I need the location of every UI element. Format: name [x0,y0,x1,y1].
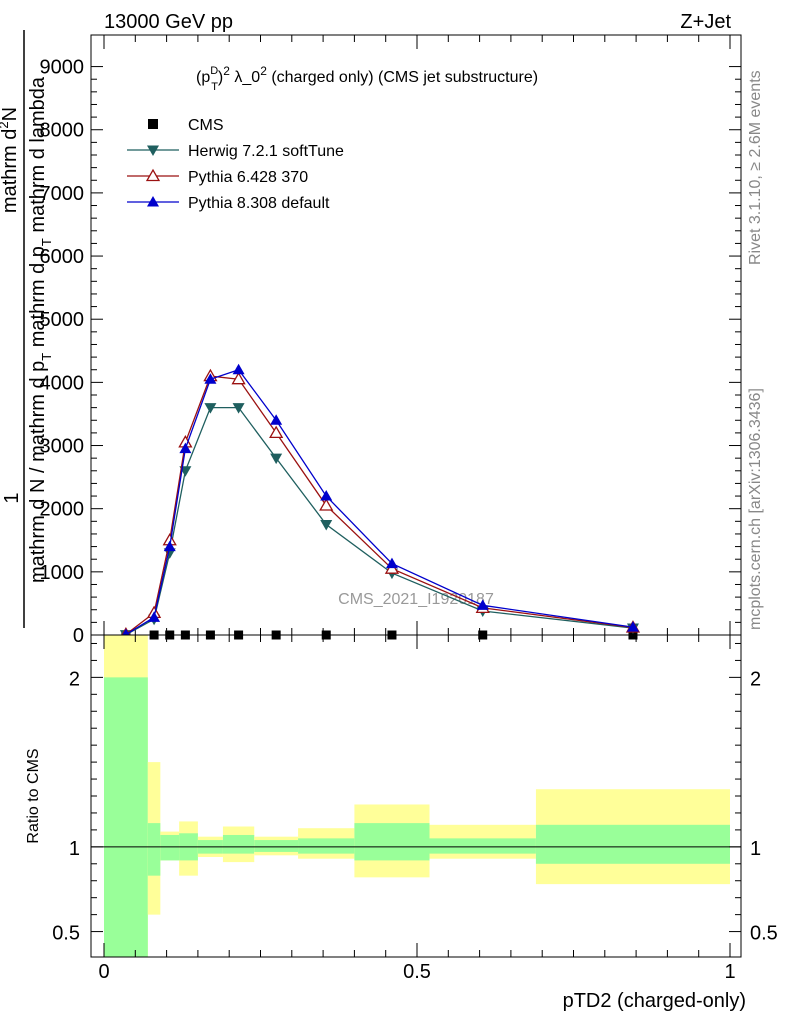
legend-item: Pythia 8.308 default [127,195,330,212]
data-point [148,611,161,622]
legend: CMS Herwig 7.2.1 softTune Pythia 6.428 370… [127,117,344,212]
main-y-tick-label: 0 [73,625,84,647]
ratio-y-axis-label: Ratio to CMS [25,748,42,843]
main-y-tick-label: 4000 [40,372,85,394]
ratio-inner-band [354,823,430,861]
data-point [179,442,192,454]
data-point [147,196,159,207]
ratio-inner-band [222,834,255,854]
main-y-tick-label: 8000 [40,120,85,142]
ratio-y-tick-label-right: 2 [750,668,761,690]
main-plot-panel: 0 1000 2000 3000 4000 5000 6000 7000 8000 9000 CM… [0,30,742,647]
x-tick-label: 0 [98,961,109,983]
main-y-ticks: 0 1000 2000 3000 4000 5000 6000 7000 8000 9000 [40,57,741,647]
plot-title: (pD T)2 λ_02 (charged only) (CMS jet subs… [196,64,538,93]
data-point [147,145,159,156]
ratio-bands [104,635,730,957]
ratio-inner-band [160,834,180,861]
x-tick-label: 0.5 [403,961,431,983]
data-point [145,168,161,182]
ratio-inner-band [104,677,148,957]
main-y-tick-label: 2000 [40,499,85,521]
ratio-y-tick-label: 0.5 [52,923,80,945]
data-point [204,403,217,414]
data-point [204,373,217,384]
main-y-tick-label: 3000 [40,436,85,458]
y-label-numerator: mathrm d2N [0,107,21,213]
main-y-tick-label: 5000 [40,309,85,331]
data-point [269,425,284,439]
ratio-inner-band [535,824,730,864]
data-point [231,371,246,385]
rivet-version-label: Rivet 3.1.10, ≥ 2.6M events [747,70,764,265]
data-point [232,403,245,414]
ratio-y-tick-label-right: 0.5 [750,923,778,945]
y-label-one: 1 [1,492,23,503]
legend-item: Herwig 7.2.1 softTune [127,143,344,160]
ratio-plot-panel: 0.5 0.51 12 2 0 0.5 1 Ratio to CMS pTD2 (char… [25,634,778,1012]
data-point [148,119,158,129]
ratio-y-tick-label: 2 [69,668,80,690]
x-axis-label: pTD2 (charged-only) [563,990,746,1012]
legend-label: CMS [188,117,224,134]
main-y-tick-label: 7000 [40,183,85,205]
main-y-axis-label: 1 mathrm d2N mathrm d N / mathrm d pT ma… [0,30,54,628]
mcplots-label: mcplots.cern.ch [arXiv:1306.3436] [747,388,764,630]
ratio-inner-band [254,840,299,852]
main-y-tick-label: 6000 [40,246,85,268]
ratio-y-ticks: 0.5 0.5 1 1 2 2 [52,642,778,945]
data-point [270,414,283,425]
data-point [320,490,333,501]
data-point [319,498,334,511]
process-label: Z+Jet [680,11,731,33]
main-y-tick-label: 1000 [40,562,85,584]
data-point [626,621,639,632]
data-point [232,363,245,375]
y-label-denominator: mathrm d N / mathrm d pT mathrm d pT mat… [27,76,54,583]
legend-label: Herwig 7.2.1 softTune [188,143,344,160]
legend-item: CMS [148,117,224,134]
legend-item: Pythia 6.428 370 [127,168,308,186]
data-point [476,599,489,610]
ratio-y-tick-label-right: 1 [750,838,761,860]
data-point [163,540,176,552]
data-point [270,453,283,465]
legend-label: Pythia 8.308 default [188,195,330,212]
x-tick-label: 1 [724,961,735,983]
data-point [385,557,398,569]
ratio-x-ticks: 0 0.5 1 [98,635,736,983]
main-y-tick-label: 9000 [40,57,85,79]
ratio-y-tick-label: 1 [69,838,80,860]
ratio-inner-band [298,838,355,854]
ratio-inner-band [429,838,536,854]
legend-label: Pythia 6.428 370 [188,169,308,186]
energy-label: 13000 GeV pp [104,11,233,33]
data-point [320,519,333,531]
ratio-inner-band [147,823,161,876]
